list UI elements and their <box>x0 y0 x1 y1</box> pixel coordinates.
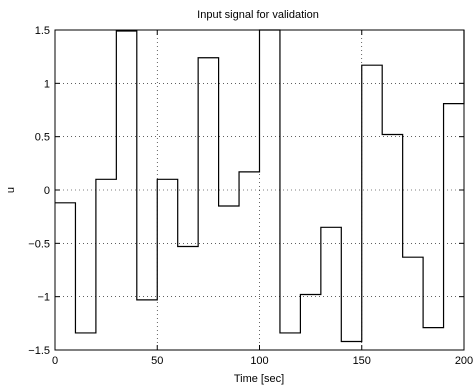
y-tick-label: −1 <box>37 292 50 304</box>
x-tick-label: 150 <box>353 355 371 367</box>
x-tick-labels: 0 50 100 150 200 <box>52 355 473 367</box>
y-tick-label: −0.5 <box>28 238 50 250</box>
y-tick-label: 0.5 <box>35 132 50 144</box>
x-tick-label: 200 <box>455 355 473 367</box>
y-tick-label: 1.5 <box>35 25 50 37</box>
x-tick-label: 100 <box>250 355 268 367</box>
y-tick-labels: −1.5 −1 −0.5 0 0.5 1 1.5 <box>28 25 50 357</box>
chart-title: Input signal for validation <box>197 9 319 21</box>
x-tick-label: 0 <box>52 355 58 367</box>
tick-marks <box>54 29 465 351</box>
y-tick-label: −1.5 <box>28 345 50 357</box>
x-axis-label: Time [sec] <box>234 373 284 385</box>
x-tick-label: 50 <box>151 355 163 367</box>
y-axis-label: u <box>5 187 17 193</box>
y-tick-label: 1 <box>44 78 50 90</box>
y-tick-label: 0 <box>44 185 50 197</box>
